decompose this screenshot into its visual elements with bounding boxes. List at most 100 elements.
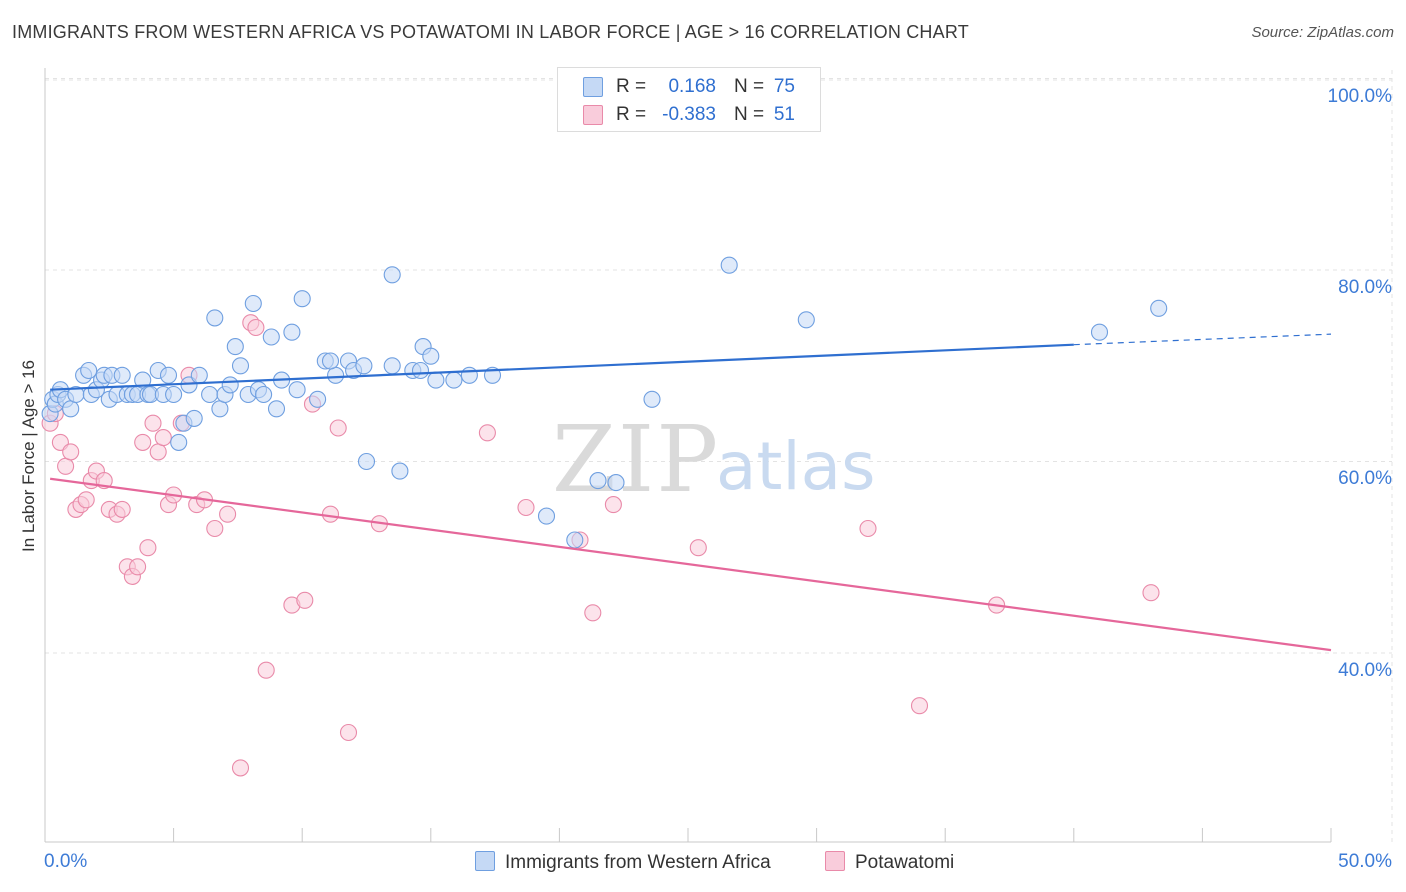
western-africa-point bbox=[1090, 323, 1109, 341]
potawatomi-point bbox=[517, 498, 535, 517]
western-africa-point bbox=[185, 409, 203, 427]
western-africa-point bbox=[391, 462, 409, 480]
potawatomi-point bbox=[129, 558, 147, 576]
axes bbox=[44, 68, 1332, 843]
potawatomi-point bbox=[689, 539, 707, 557]
western-africa-point bbox=[427, 371, 445, 389]
potawatomi-point bbox=[77, 491, 95, 509]
potawatomi-points bbox=[41, 314, 1160, 777]
potawatomi-trend-line bbox=[49, 477, 1332, 652]
watermark-atlas: atlas bbox=[716, 428, 876, 505]
western-africa-point bbox=[159, 366, 178, 384]
legend-n-value: 75 bbox=[773, 76, 795, 97]
x-tick-label-min: 0.0% bbox=[44, 851, 88, 872]
bottom-legend-western-africa: Immigrants from Western Africa bbox=[475, 851, 771, 874]
western-africa-points bbox=[41, 256, 1168, 549]
potawatomi-point bbox=[62, 443, 80, 461]
western-africa-trend-line bbox=[50, 343, 1074, 391]
potawatomi-point bbox=[859, 519, 877, 538]
western-africa-point bbox=[113, 366, 131, 384]
western-africa-point bbox=[422, 347, 440, 365]
y-tick-label-60: 60.0% bbox=[1338, 468, 1392, 489]
western-africa-point bbox=[62, 400, 80, 418]
chart-title: IMMIGRANTS FROM WESTERN AFRICA VS POTAWA… bbox=[12, 22, 969, 42]
western-africa-point bbox=[357, 452, 376, 471]
legend-r-label: R = bbox=[616, 104, 647, 125]
legend-swatch-blue bbox=[583, 77, 603, 97]
potawatomi-point bbox=[329, 419, 347, 437]
watermark-zip: ZIP bbox=[552, 406, 720, 513]
western-africa-point bbox=[537, 507, 556, 525]
legend-swatch-pink bbox=[825, 851, 845, 871]
y-tick-label-80: 80.0% bbox=[1338, 277, 1392, 298]
potawatomi-point bbox=[584, 604, 602, 622]
y-tick-label-40: 40.0% bbox=[1338, 660, 1392, 681]
potawatomi-point bbox=[910, 697, 929, 715]
western-africa-trend-extension bbox=[1073, 333, 1332, 346]
legend-r-value: -0.383 bbox=[662, 104, 716, 125]
legend-n-label: N = bbox=[734, 104, 765, 125]
stats-legend: R = 0.168 N = 75 R = -0.383 N = 51 bbox=[557, 67, 821, 132]
y-tick-label-100: 100.0% bbox=[1327, 86, 1392, 107]
western-africa-point bbox=[283, 323, 301, 341]
potawatomi-point bbox=[339, 723, 358, 742]
western-africa-point bbox=[231, 357, 250, 375]
potawatomi-point bbox=[231, 759, 250, 777]
western-africa-point bbox=[720, 256, 738, 274]
potawatomi-point bbox=[1142, 584, 1160, 602]
western-africa-point bbox=[80, 361, 98, 380]
western-africa-point bbox=[460, 366, 478, 384]
potawatomi-point bbox=[206, 519, 224, 538]
legend-swatch-blue bbox=[475, 851, 495, 871]
western-africa-point bbox=[226, 338, 244, 356]
legend-n-value: 51 bbox=[773, 104, 795, 125]
legend-r-label: R = bbox=[616, 76, 647, 97]
western-africa-point bbox=[206, 309, 224, 327]
potawatomi-point bbox=[149, 443, 167, 461]
western-africa-point bbox=[309, 390, 327, 408]
potawatomi-point bbox=[257, 661, 275, 679]
trend-lines bbox=[49, 333, 1332, 652]
legend-swatch-pink bbox=[583, 105, 603, 125]
potawatomi-point bbox=[604, 496, 622, 514]
western-africa-point bbox=[190, 366, 208, 384]
potawatomi-point bbox=[134, 433, 152, 451]
western-africa-point bbox=[293, 290, 311, 308]
potawatomi-point bbox=[478, 424, 496, 442]
western-africa-point bbox=[165, 385, 183, 404]
western-africa-point bbox=[445, 371, 463, 389]
bottom-legend-potawatomi: Potawatomi bbox=[825, 851, 954, 874]
potawatomi-point bbox=[57, 457, 75, 475]
legend-row-western-africa: R = 0.168 N = 75 bbox=[558, 73, 820, 101]
western-africa-point bbox=[321, 352, 340, 370]
western-africa-point bbox=[643, 390, 661, 408]
potawatomi-point bbox=[154, 429, 172, 447]
potawatomi-point bbox=[219, 505, 237, 523]
x-tick-label-max: 50.0% bbox=[1338, 851, 1392, 872]
western-africa-point bbox=[244, 294, 262, 313]
western-africa-point bbox=[201, 385, 219, 404]
western-africa-point bbox=[355, 357, 373, 375]
potawatomi-point bbox=[113, 500, 131, 518]
legend-row-potawatomi: R = -0.383 N = 51 bbox=[558, 101, 820, 129]
potawatomi-point bbox=[144, 414, 162, 432]
western-africa-point bbox=[589, 472, 607, 490]
western-africa-point bbox=[267, 400, 286, 418]
potawatomi-point bbox=[296, 591, 314, 609]
western-africa-point bbox=[383, 357, 401, 375]
western-africa-point bbox=[288, 381, 306, 399]
western-africa-point bbox=[607, 474, 625, 492]
western-africa-point bbox=[221, 376, 239, 394]
potawatomi-point bbox=[139, 539, 157, 557]
western-africa-point bbox=[566, 531, 584, 549]
chart-source: Source: ZipAtlas.com bbox=[1251, 24, 1394, 41]
potawatomi-point bbox=[247, 318, 265, 337]
legend-label-western-africa: Immigrants from Western Africa bbox=[505, 852, 771, 873]
western-africa-point bbox=[170, 433, 188, 451]
western-africa-point bbox=[262, 328, 280, 346]
potawatomi-point bbox=[321, 505, 340, 523]
legend-r-value: 0.168 bbox=[668, 76, 716, 97]
legend-n-label: N = bbox=[734, 76, 765, 97]
western-africa-point bbox=[411, 361, 430, 380]
